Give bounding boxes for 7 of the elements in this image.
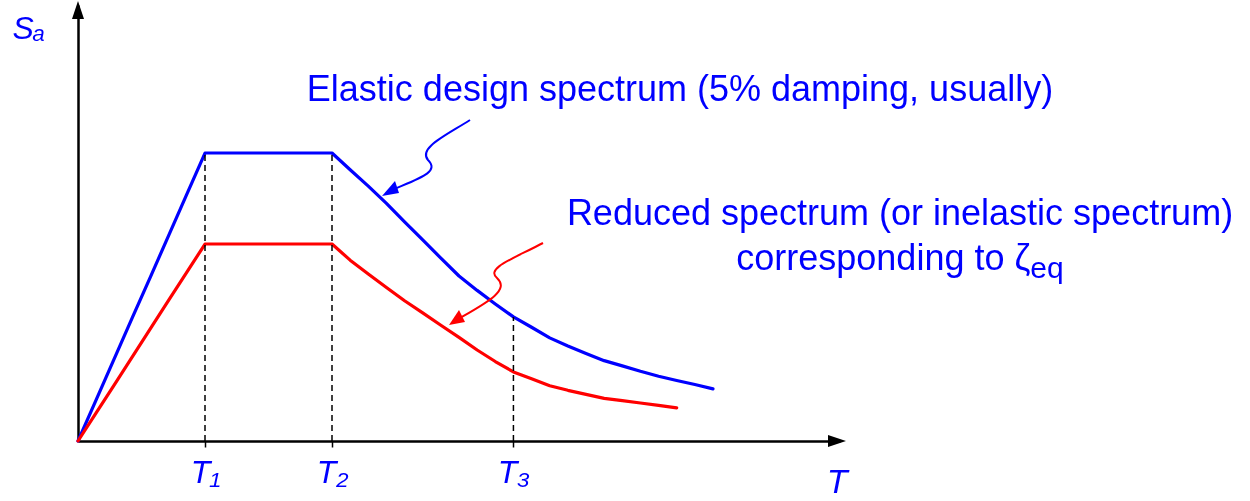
series-label: Elastic design spectrum (5% damping, usually) <box>305 67 1055 111</box>
x-axis-title: T <box>826 461 850 500</box>
text: Reduced spectrum (or inelastic spectrum) corresponding to ζ$_{eq}$ <box>565 191 1235 287</box>
x-tick-label: T₃ <box>497 453 531 490</box>
y-axis-title: Sₐ <box>12 9 46 46</box>
x-tick-label: T₁ <box>190 453 221 490</box>
x-tick-label: T₂ <box>316 453 349 490</box>
